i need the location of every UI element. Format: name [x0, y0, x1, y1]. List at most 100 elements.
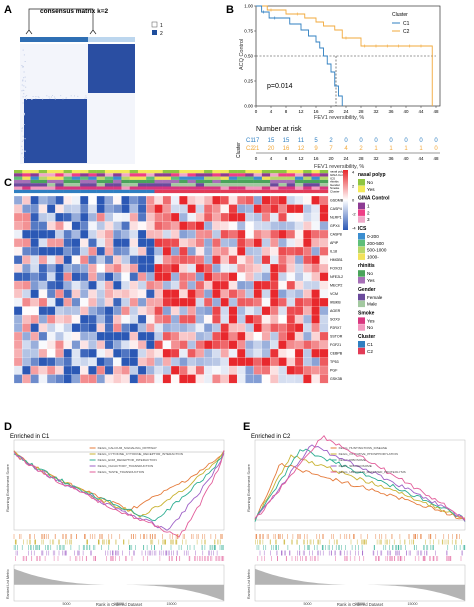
panel-c-annotation-cell	[14, 183, 23, 187]
panel-c-heatmap-cell	[30, 255, 40, 265]
panel-c-heatmap-cell	[22, 263, 31, 273]
panel-d-es-curve	[13, 451, 225, 522]
panel-c-annotation-cell	[286, 186, 296, 190]
panel-c-legend-swatch	[358, 293, 365, 301]
panel-c-heatmap-cell	[278, 323, 288, 333]
panel-c-heatmap-cell	[154, 348, 164, 358]
panel-c-heatmap-cell	[162, 229, 172, 239]
panel-c-annotation-cell	[113, 183, 122, 187]
panel-c-annotation-cell	[47, 176, 56, 180]
panel-c-heatmap-cell	[286, 348, 296, 358]
panel-c-annotation-cell	[311, 176, 320, 180]
panel-c-heatmap-cell	[104, 357, 114, 367]
panel-c-heatmap-cell	[170, 238, 180, 248]
panel-c-annotation-cell	[22, 173, 31, 177]
panel-c-heatmap-cell	[203, 221, 213, 231]
panel-a-noise-dot	[24, 80, 26, 82]
panel-c-heatmap-cell	[46, 272, 56, 282]
panel-c-heatmap-cell	[154, 289, 164, 299]
panel-c-heatmap-cell	[212, 348, 221, 358]
panel-a-noise-dot	[22, 96, 24, 98]
panel-c-heatmap-cell	[270, 314, 279, 324]
panel-c-heatmap-cell	[228, 238, 238, 248]
panel-b-x-tick-label: 4	[270, 109, 273, 114]
panel-c-annotation-cell	[245, 186, 254, 190]
panel-c-heatmap-cell	[203, 229, 213, 239]
panel-c-heatmap-cell	[261, 221, 271, 231]
panel-c-heatmap-cell	[311, 246, 321, 256]
panel-c-heatmap-cell	[278, 289, 288, 299]
panel-c-heatmap-cell	[13, 348, 23, 358]
panel-c-heatmap-cell	[311, 323, 321, 333]
panel-e-es-curve	[254, 434, 466, 521]
panel-c-heatmap-cell	[146, 238, 155, 248]
panel-c-heatmap-cell	[187, 212, 197, 222]
panel-c-heatmap-cell	[195, 263, 205, 273]
panel-c-heatmap-cell	[253, 357, 263, 367]
panel-c-heatmap-cell	[253, 263, 263, 273]
panel-c-heatmap-cell	[228, 323, 238, 333]
panel-c-heatmap-cell	[187, 306, 197, 316]
panel-c-annotation-cell	[220, 189, 230, 194]
panel-c-heatmap-cell	[303, 374, 312, 384]
panel-c-annotation-cell	[104, 170, 114, 174]
panel-c-heatmap-cell	[96, 195, 106, 205]
panel-a-noise-dot	[23, 114, 25, 116]
panel-c-heatmap-cell	[30, 348, 40, 358]
panel-c-heatmap-cell	[30, 357, 40, 367]
panel-c-heatmap-cell	[146, 272, 155, 282]
panel-c-heatmap-cell	[319, 221, 329, 231]
panel-c-heatmap-cell	[286, 212, 296, 222]
panel-c-heatmap-cell	[162, 306, 172, 316]
panel-c-heatmap-cell	[203, 340, 213, 350]
panel-c-heatmap-cell	[236, 221, 246, 231]
panel-c-annotation-cell	[311, 186, 320, 190]
panel-c-annotation-cell	[96, 173, 106, 177]
panel-c-annotation-cell	[137, 179, 147, 184]
panel-c-heatmap-cell	[71, 297, 81, 307]
panel-b-risk-value: 0	[419, 138, 423, 144]
panel-c-heatmap-cell	[129, 263, 139, 273]
panel-c-legend-swatch	[358, 277, 365, 284]
panel-c-heatmap-cell	[179, 204, 188, 214]
panel-c-heatmap-cell	[170, 331, 180, 341]
panel-c-annotation-cell	[80, 176, 89, 180]
panel-b-risk-value: 0	[404, 138, 408, 144]
panel-c-annotation-cell	[278, 170, 287, 174]
panel-c-annotation-cell	[220, 173, 230, 177]
panel-c-heatmap-cell	[294, 204, 304, 214]
panel-c-heatmap-cell	[270, 365, 279, 375]
panel-c-heatmap-cell	[71, 272, 81, 282]
panel-c-heatmap-cell	[212, 246, 221, 256]
panel-b-risk-x-tick-label: 44	[418, 156, 424, 161]
panel-a-noise-dot	[35, 96, 37, 97]
panel-a-noise-dot	[85, 95, 87, 97]
panel-c-heatmap-cell	[245, 272, 254, 282]
panel-a-noise-dot	[21, 130, 23, 132]
panel-b-risk-value: 5	[314, 138, 318, 144]
panel-c-heatmap-cell	[104, 340, 114, 350]
panel-c-heatmap-cell	[121, 297, 131, 307]
panel-c-annotation-cell	[71, 173, 81, 177]
panel-c-heatmap-cell	[71, 263, 81, 273]
panel-c-heatmap-cell	[121, 348, 131, 358]
panel-c-heatmap-cell	[311, 229, 321, 239]
panel-a-noise-dot	[23, 90, 25, 91]
panel-c-heatmap-cell	[96, 280, 106, 290]
panel-c-heatmap-cell	[311, 289, 321, 299]
panel-c-heatmap-cell	[245, 221, 254, 231]
panel-c-annotation-cell	[22, 183, 31, 187]
panel-c-heatmap-cell	[236, 306, 246, 316]
panel-c-heatmap-cell	[30, 263, 40, 273]
panel-c-heatmap-cell	[245, 374, 254, 384]
panel-c-annotation-cell	[212, 176, 221, 180]
panel-c-heatmap-cell	[278, 204, 288, 214]
panel-c-legend-label: Yes	[367, 318, 375, 323]
panel-c-heatmap-cell	[104, 229, 114, 239]
panel-c-annotation-cell	[38, 173, 48, 177]
panel-c-heatmap-cell	[212, 255, 221, 265]
panel-c-heatmap-cell	[13, 246, 23, 256]
panel-c-heatmap-cell	[162, 357, 172, 367]
panel-c-heatmap-cell	[129, 357, 139, 367]
panel-c-heatmap-cell	[278, 272, 288, 282]
